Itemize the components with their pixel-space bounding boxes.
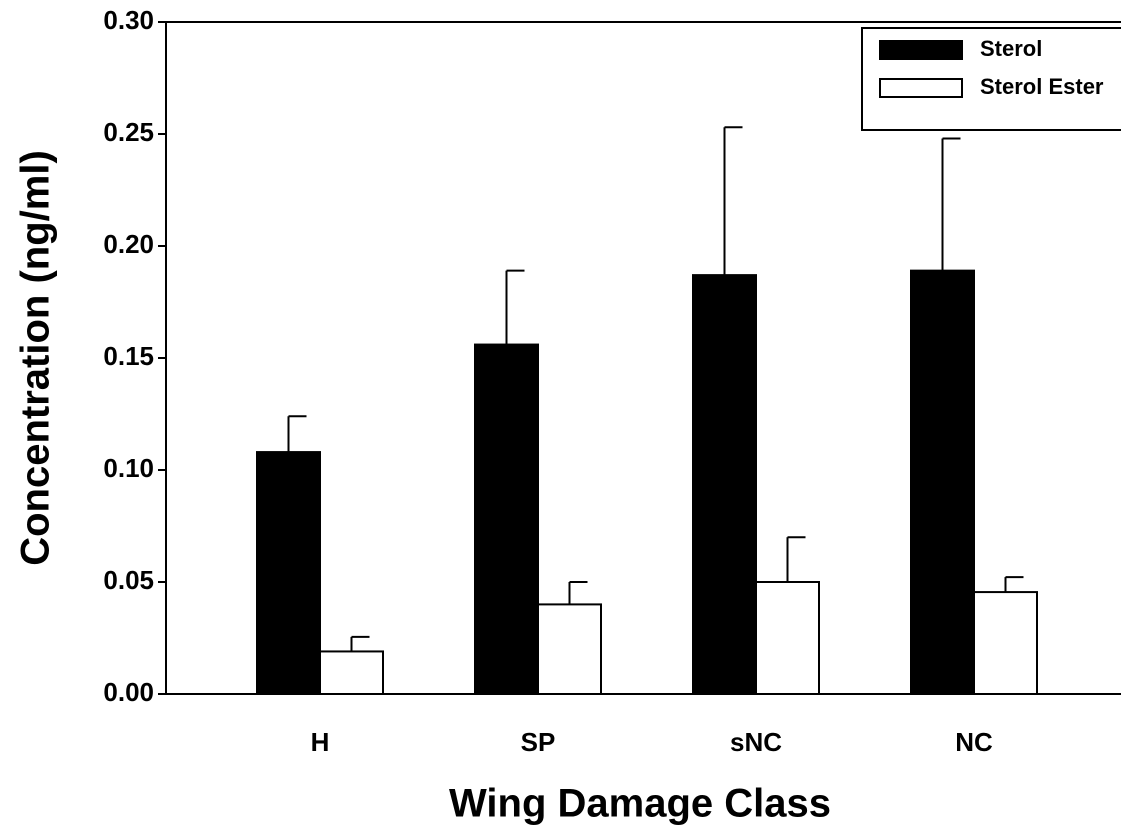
x-tick-label: NC <box>955 727 993 757</box>
bar <box>755 581 820 695</box>
y-tick-label: 0.10 <box>103 453 154 483</box>
y-tick-label: 0.20 <box>103 229 154 259</box>
y-tick-label: 0.30 <box>103 5 154 35</box>
bar <box>537 603 602 696</box>
legend-swatch <box>879 40 963 60</box>
x-tick-label: SP <box>521 727 556 757</box>
y-tick-label: 0.25 <box>103 117 154 147</box>
x-tick-label: sNC <box>730 727 782 757</box>
bar <box>692 274 757 695</box>
legend-swatch <box>879 78 963 98</box>
bar <box>973 591 1038 696</box>
x-axis-title: Wing Damage Class <box>449 782 831 826</box>
y-tick-label: 0.15 <box>103 341 154 371</box>
bar <box>256 451 321 695</box>
x-tick-label: H <box>311 727 330 757</box>
y-axis-title: Concentration (ng/ml) <box>14 150 58 566</box>
legend-label: Sterol Ester <box>980 74 1104 99</box>
bar <box>474 343 539 695</box>
bar <box>319 650 384 696</box>
y-tick-label: 0.05 <box>103 565 154 595</box>
legend-label: Sterol <box>980 36 1042 61</box>
bar <box>910 269 975 695</box>
y-tick-label: 0.00 <box>103 677 154 707</box>
